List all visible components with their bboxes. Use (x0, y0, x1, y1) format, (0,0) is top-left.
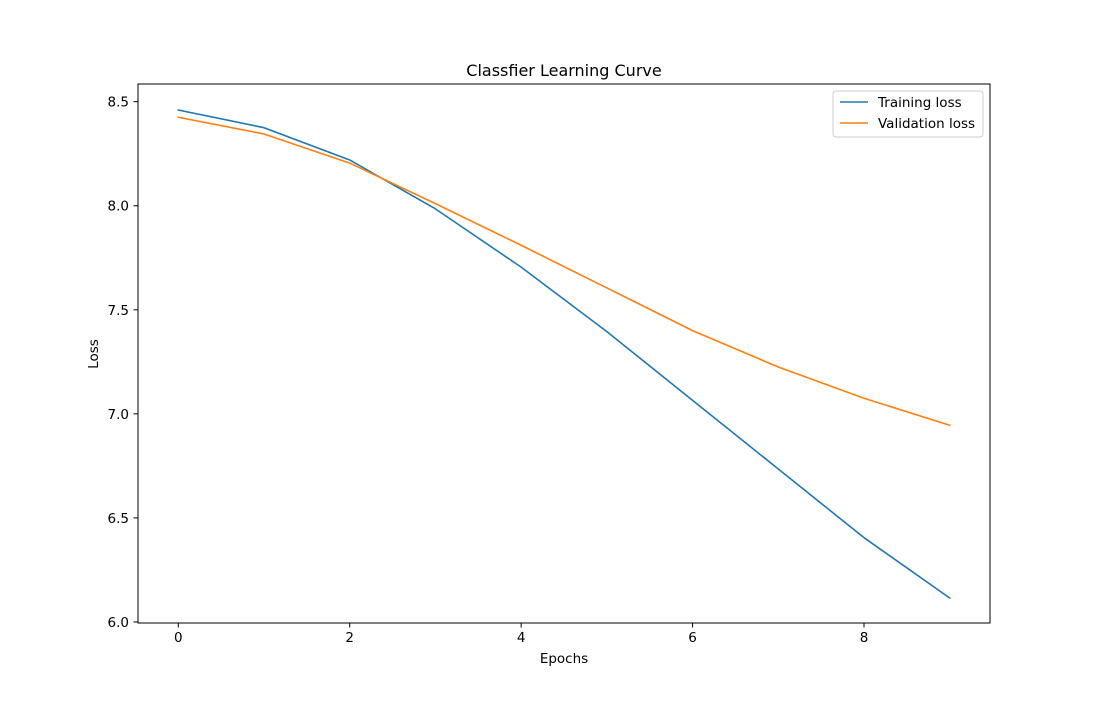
y-tick-label: 8.5 (108, 95, 129, 111)
series-lines (177, 109, 951, 600)
y-tick-label: 8.0 (108, 199, 129, 215)
x-tick-label: 2 (345, 630, 354, 646)
x-tick-label: 0 (174, 630, 183, 646)
y-tick-label: 7.5 (108, 303, 129, 319)
y-tick-label: 6.0 (108, 615, 129, 631)
legend-label-validation: Validation loss (878, 116, 975, 132)
series-line-validation (177, 116, 951, 427)
y-tick-label: 6.5 (108, 511, 129, 527)
x-axis-label: Epochs (540, 651, 588, 667)
y-axis-label: Loss (86, 339, 102, 369)
chart-title: Classfier Learning Curve (466, 61, 661, 80)
x-axis: 0 2 4 6 8 (174, 623, 868, 646)
y-tick-label: 7.0 (108, 407, 129, 423)
x-tick-label: 4 (517, 630, 526, 646)
x-tick-label: 8 (860, 630, 869, 646)
y-axis: 6.0 6.5 7.0 7.5 8.0 8.5 (108, 95, 138, 631)
series-line-training (177, 109, 951, 600)
legend: Training loss Validation loss (832, 90, 984, 138)
plot-frame (137, 83, 991, 624)
legend-box (832, 90, 984, 138)
x-tick-label: 6 (688, 630, 697, 646)
legend-label-training: Training loss (877, 95, 962, 111)
